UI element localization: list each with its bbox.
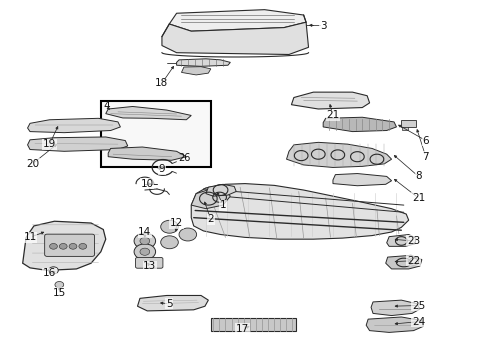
Text: 23: 23: [407, 236, 420, 246]
Text: 1: 1: [220, 200, 226, 210]
Text: 8: 8: [415, 171, 422, 181]
Text: 24: 24: [412, 317, 425, 327]
Text: 13: 13: [143, 261, 156, 271]
Text: 10: 10: [141, 179, 154, 189]
Polygon shape: [23, 221, 106, 270]
Circle shape: [49, 243, 57, 249]
Polygon shape: [27, 137, 128, 151]
Circle shape: [69, 243, 77, 249]
Circle shape: [49, 267, 58, 274]
Text: 18: 18: [155, 78, 169, 88]
Polygon shape: [292, 92, 369, 109]
Polygon shape: [108, 147, 186, 160]
Circle shape: [161, 236, 178, 249]
Polygon shape: [366, 317, 423, 332]
Text: 19: 19: [43, 139, 56, 149]
Circle shape: [140, 237, 150, 244]
Text: 3: 3: [320, 21, 326, 31]
Text: 26: 26: [178, 153, 191, 163]
Polygon shape: [27, 118, 121, 133]
FancyBboxPatch shape: [45, 234, 95, 256]
Polygon shape: [176, 59, 230, 66]
Polygon shape: [162, 22, 309, 54]
Circle shape: [134, 244, 156, 260]
Polygon shape: [138, 296, 208, 311]
Text: 21: 21: [412, 193, 425, 203]
Text: 14: 14: [138, 227, 151, 237]
Polygon shape: [191, 189, 230, 209]
Text: 11: 11: [24, 232, 37, 242]
Text: 21: 21: [326, 111, 340, 121]
Circle shape: [140, 248, 150, 255]
Polygon shape: [206, 184, 236, 196]
Text: 2: 2: [207, 215, 214, 224]
Text: 25: 25: [412, 301, 425, 311]
Text: 4: 4: [103, 101, 110, 111]
Text: 9: 9: [159, 164, 165, 174]
Circle shape: [59, 243, 67, 249]
Text: 22: 22: [407, 256, 420, 266]
Text: 6: 6: [422, 136, 429, 145]
Polygon shape: [181, 67, 211, 75]
Polygon shape: [333, 174, 392, 186]
Polygon shape: [106, 107, 191, 120]
Circle shape: [79, 243, 87, 249]
Text: 20: 20: [26, 159, 39, 169]
Bar: [402, 127, 408, 130]
Circle shape: [134, 233, 156, 249]
Polygon shape: [191, 184, 409, 239]
Polygon shape: [386, 255, 422, 269]
Text: 17: 17: [236, 324, 249, 334]
Polygon shape: [323, 117, 396, 132]
Bar: [401, 121, 416, 127]
Text: 5: 5: [166, 299, 172, 309]
Bar: [101, 101, 211, 167]
Text: 15: 15: [53, 288, 66, 298]
Circle shape: [55, 282, 64, 288]
Polygon shape: [371, 300, 420, 316]
Text: 16: 16: [43, 268, 56, 278]
Circle shape: [179, 228, 196, 241]
Bar: [211, 318, 296, 331]
Polygon shape: [387, 234, 416, 246]
Text: 12: 12: [170, 218, 183, 228]
Circle shape: [161, 220, 178, 233]
Text: 7: 7: [422, 152, 429, 162]
Polygon shape: [169, 10, 306, 31]
FancyBboxPatch shape: [136, 257, 163, 268]
Polygon shape: [287, 142, 392, 167]
